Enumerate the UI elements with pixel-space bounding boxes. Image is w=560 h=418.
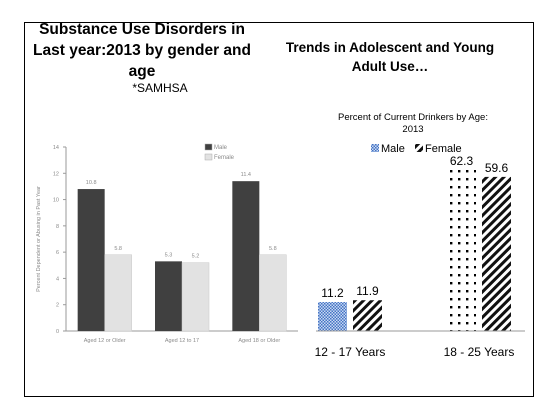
- right-legend-swatch-female: [415, 144, 423, 152]
- left-y-tick-label: 2: [56, 303, 59, 309]
- left-y-axis-label: Percent Dependent or Abusing in Past Yea…: [36, 186, 42, 292]
- left-y-tick-label: 12: [53, 171, 59, 177]
- left-legend-swatch: [204, 143, 213, 151]
- left-bar-value-label: 11.4: [241, 172, 251, 178]
- right-chart-title-line1: Percent of Current Drinkers by Age:: [338, 112, 488, 123]
- right-bar-value-label: 11.2: [321, 286, 344, 300]
- right-bar-female: [353, 300, 382, 331]
- right-chart-title-line2: 2013: [402, 124, 423, 135]
- left-bar-value-label: 5.2: [192, 254, 200, 260]
- left-x-tick-label: Aged 12 or Older: [84, 338, 126, 344]
- left-chart-heading: Substance Use Disorders in Last year:201…: [33, 21, 251, 80]
- right-bar-male: [318, 302, 347, 331]
- right-bar-male: [447, 169, 476, 331]
- left-y-tick-label: 8: [56, 224, 59, 230]
- left-bar-value-label: 5.8: [269, 246, 277, 252]
- left-bar-male: [232, 181, 260, 331]
- left-legend-label: Female: [214, 155, 235, 161]
- source-note: *SAMHSA: [132, 81, 188, 95]
- right-legend-swatch-male: [371, 144, 379, 152]
- right-bar-female: [482, 176, 511, 331]
- left-y-tick-label: 10: [53, 198, 59, 204]
- right-chart-heading: Trends in Adolescent and Young Adult Use…: [285, 40, 495, 74]
- left-legend-label: Male: [214, 145, 228, 151]
- left-bar-value-label: 5.8: [114, 246, 122, 252]
- left-bar-male: [155, 261, 182, 331]
- left-bar-female: [181, 262, 210, 332]
- left-bar-female: [104, 254, 132, 332]
- left-y-tick-label: 0: [56, 329, 59, 335]
- right-legend-label-female: Female: [425, 143, 462, 155]
- left-bar-male: [77, 189, 105, 331]
- right-x-tick-label: 12 - 17 Years: [315, 345, 386, 359]
- left-y-tick-label: 4: [56, 276, 59, 282]
- left-bar-value-label: 5.3: [165, 252, 173, 258]
- left-bar-female: [259, 254, 287, 332]
- right-legend-label-male: Male: [381, 143, 405, 155]
- right-bar-value-label: 59.6: [485, 161, 509, 175]
- right-bar-value-label: 11.9: [356, 284, 379, 298]
- right-x-tick-label: 18 - 25 Years: [444, 345, 515, 359]
- left-y-tick-label: 14: [53, 145, 59, 151]
- left-legend-swatch: [204, 153, 213, 161]
- right-bar-value-label: 62.3: [450, 154, 474, 168]
- left-x-tick-label: Aged 12 to 17: [165, 338, 199, 344]
- left-y-tick-label: 6: [56, 250, 59, 256]
- left-x-tick-label: Aged 18 or Older: [238, 338, 280, 344]
- left-bar-value-label: 10.8: [86, 180, 97, 186]
